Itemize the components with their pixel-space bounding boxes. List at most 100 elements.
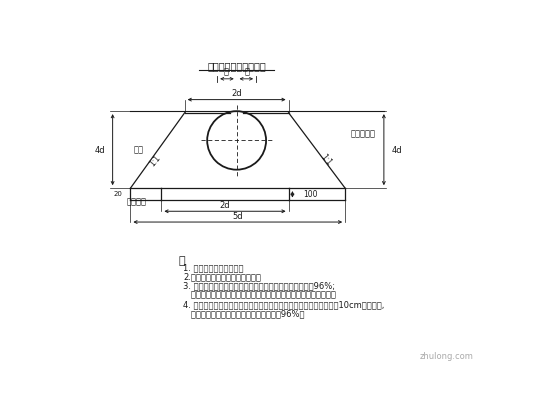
Point [142, 170, 151, 176]
Point [265, 136, 274, 142]
Point [210, 193, 219, 199]
Point [188, 134, 197, 141]
Point [315, 156, 324, 163]
Point [304, 171, 313, 178]
Point [202, 182, 211, 189]
Point [211, 190, 220, 197]
Point [278, 179, 287, 186]
Point [186, 179, 195, 186]
Point [250, 181, 259, 188]
Point [206, 152, 215, 159]
Point [137, 173, 146, 180]
Point [292, 152, 301, 158]
Point [221, 189, 230, 196]
Point [267, 143, 276, 150]
Point [212, 183, 221, 190]
Point [191, 131, 200, 138]
Point [207, 173, 216, 180]
Point [179, 173, 188, 179]
Point [153, 161, 162, 167]
Point [156, 159, 165, 165]
Point [217, 192, 226, 199]
Point [302, 152, 311, 159]
Point [199, 164, 208, 171]
Point [264, 161, 273, 168]
Point [297, 174, 306, 181]
Point [171, 177, 180, 184]
Point [279, 191, 288, 198]
Point [276, 139, 285, 145]
Point [177, 128, 186, 135]
Point [153, 166, 162, 173]
Point [150, 183, 159, 190]
Point [204, 138, 213, 145]
Point [273, 175, 282, 182]
Point [152, 175, 161, 182]
Point [282, 196, 291, 202]
Point [204, 152, 213, 159]
Point [283, 119, 292, 126]
Point [267, 116, 276, 123]
Point [245, 164, 254, 171]
Point [188, 141, 197, 148]
Point [169, 189, 178, 196]
Point [298, 154, 307, 160]
Point [200, 189, 209, 196]
Point [238, 191, 247, 197]
Point [260, 145, 269, 152]
Point [188, 140, 197, 147]
Point [243, 170, 252, 176]
Point [167, 188, 176, 195]
Point [306, 184, 315, 191]
Point [312, 178, 321, 185]
Point [161, 169, 170, 176]
Point [228, 187, 237, 193]
Point [270, 124, 279, 131]
Point [216, 191, 225, 198]
Point [198, 192, 207, 199]
Point [258, 195, 267, 201]
Point [209, 160, 218, 167]
Point [155, 164, 164, 170]
Point [275, 162, 284, 169]
Point [209, 180, 218, 187]
Point [180, 110, 189, 117]
Point [200, 127, 209, 134]
Point [320, 163, 329, 169]
Point [255, 176, 264, 183]
Point [281, 154, 290, 160]
Point [275, 132, 284, 139]
Point [265, 192, 274, 198]
Point [274, 188, 283, 194]
Point [270, 149, 279, 156]
Point [214, 175, 223, 181]
Point [179, 172, 188, 178]
Point [267, 151, 276, 158]
Point [268, 114, 277, 120]
Point [319, 171, 328, 177]
Point [235, 190, 244, 196]
Point [191, 166, 200, 172]
Point [195, 169, 204, 176]
Point [187, 148, 196, 154]
Point [258, 160, 267, 167]
Point [165, 150, 174, 157]
Point [174, 189, 183, 196]
Point [277, 114, 286, 120]
Point [282, 194, 291, 200]
Point [139, 179, 148, 185]
Point [251, 196, 260, 203]
Point [276, 153, 285, 160]
Point [183, 178, 192, 185]
Point [284, 131, 293, 138]
Point [172, 171, 181, 177]
Point [244, 172, 253, 178]
Point [232, 184, 241, 191]
Point [229, 193, 238, 199]
Point [184, 174, 193, 181]
Point [185, 178, 194, 185]
Point [255, 188, 264, 195]
Point [147, 182, 156, 188]
Point [282, 195, 291, 202]
Point [175, 144, 184, 150]
